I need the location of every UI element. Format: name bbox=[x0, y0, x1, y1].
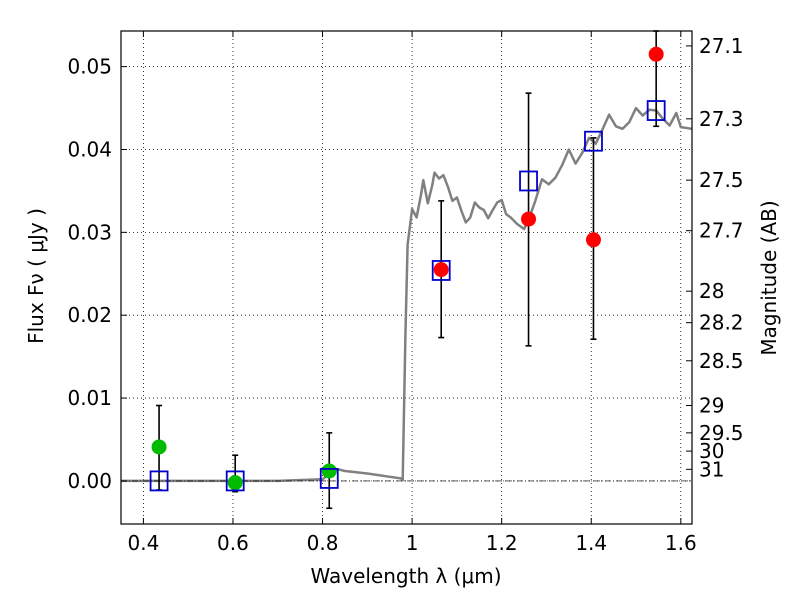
x-tick-label: 0.8 bbox=[307, 531, 339, 555]
upper-limit-point bbox=[151, 439, 167, 455]
magnitude-tick-label: 28 bbox=[699, 279, 724, 303]
magnitude-tick-label: 28.2 bbox=[699, 311, 744, 335]
axes-frame bbox=[120, 30, 693, 525]
detection-point bbox=[521, 211, 537, 227]
model-flux-square bbox=[431, 260, 451, 281]
x-tick-label: 1 bbox=[406, 531, 419, 555]
model-flux-square bbox=[584, 130, 603, 152]
model-flux-square bbox=[225, 470, 245, 492]
x-tick-label: 1.4 bbox=[575, 531, 607, 555]
model-flux-square bbox=[149, 470, 169, 492]
magnitude-tick-label: 27.1 bbox=[699, 34, 744, 58]
detection-point bbox=[433, 262, 449, 278]
model-flux-square bbox=[646, 100, 666, 121]
x-tick-label: 0.6 bbox=[217, 531, 249, 555]
magnitude-tick-label: 31 bbox=[699, 457, 724, 481]
magnitude-tick-label: 28.5 bbox=[699, 349, 744, 373]
magnitude-tick-label: 30 bbox=[699, 439, 724, 463]
tick-layer: 0.4 0.6 0.8 1 1.2 1.4 1.6 0.00 0.01 0.02 0.03 0.04 0… bbox=[67, 31, 744, 555]
x-axis-label: Wavelength λ (μm) bbox=[310, 564, 501, 588]
y2-axis-label: Magnitude (AB) bbox=[757, 200, 781, 355]
y-tick-label: 0.00 bbox=[67, 469, 112, 493]
y-tick-label: 0.02 bbox=[67, 303, 112, 327]
y-tick-label: 0.04 bbox=[67, 137, 112, 161]
x-tick-label: 1.6 bbox=[665, 531, 697, 555]
model-sed-layer bbox=[121, 106, 693, 483]
y-tick-label: 0.01 bbox=[67, 386, 112, 410]
detection-point bbox=[648, 46, 664, 62]
y-tick-label: 0.03 bbox=[67, 220, 112, 244]
y-tick-label: 0.05 bbox=[67, 55, 112, 79]
model-sed-curve bbox=[121, 106, 693, 483]
points-layer bbox=[149, 46, 666, 492]
plot-frame bbox=[120, 30, 693, 525]
upper-limit-point bbox=[321, 463, 337, 479]
magnitude-tick-label: 27.5 bbox=[699, 168, 744, 192]
x-tick-label: 1.2 bbox=[486, 531, 518, 555]
y-axis-label: Flux Fν ( μJy ) bbox=[24, 208, 48, 344]
magnitude-tick-label: 27.3 bbox=[699, 107, 744, 131]
magnitude-tick-label: 29.5 bbox=[699, 421, 744, 445]
magnitude-tick-label: 29 bbox=[699, 394, 724, 418]
upper-limit-point bbox=[227, 475, 243, 491]
magnitude-tick-label: 27.7 bbox=[699, 219, 744, 243]
model-flux-square bbox=[519, 170, 538, 192]
model-flux-square bbox=[319, 468, 339, 489]
x-tick-label: 0.4 bbox=[127, 531, 159, 555]
detection-point bbox=[585, 232, 601, 248]
